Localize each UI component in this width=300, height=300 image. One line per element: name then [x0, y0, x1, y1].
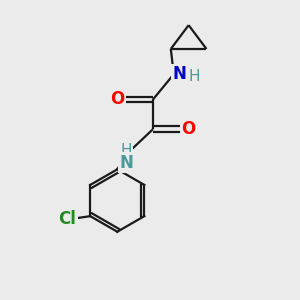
Text: N: N [172, 65, 186, 83]
Text: O: O [182, 120, 196, 138]
Text: H: H [121, 143, 132, 158]
Text: Cl: Cl [58, 210, 76, 228]
Text: O: O [110, 91, 124, 109]
Text: H: H [188, 69, 200, 84]
Text: N: N [119, 154, 133, 172]
